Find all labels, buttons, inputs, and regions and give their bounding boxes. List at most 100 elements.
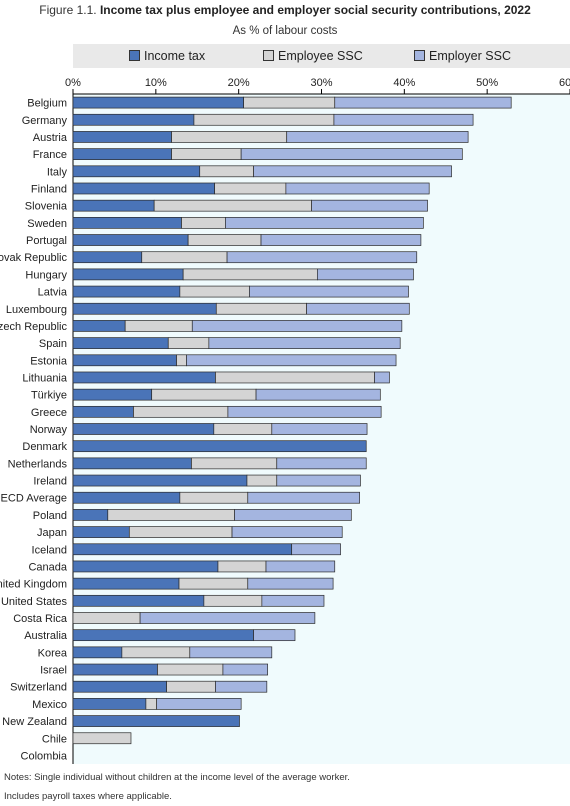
bar-employer-ssc — [208, 337, 401, 349]
y-category-label: Sweden — [27, 218, 67, 230]
y-category-label: Netherlands — [8, 458, 68, 470]
y-category-label: Hungary — [25, 269, 67, 281]
bar-income-tax — [72, 199, 155, 212]
bar-employer-ssc — [247, 577, 334, 590]
bar-employer-ssc — [334, 96, 512, 109]
y-category-label: Mexico — [32, 699, 67, 711]
bar-employee-ssc — [133, 405, 229, 418]
y-category-label: United Kingdom — [0, 579, 67, 591]
bar-income-tax — [72, 663, 158, 676]
y-category-label: Australia — [24, 630, 68, 642]
legend-item-income-tax: Income tax — [129, 49, 205, 63]
bar-income-tax — [72, 509, 109, 521]
bar-income-tax — [72, 646, 123, 659]
bar-employee-ssc — [193, 113, 335, 126]
bar-employer-ssc — [265, 560, 336, 573]
bar-employee-ssc — [243, 96, 336, 109]
y-category-label: Latvia — [38, 287, 68, 299]
y-category-label: France — [33, 149, 67, 161]
x-tick-label: 10% — [145, 77, 167, 89]
bar-employee-ssc — [167, 337, 210, 349]
bar-employee-ssc — [179, 285, 250, 298]
bar-employee-ssc — [176, 354, 187, 367]
x-tick-label: 0% — [65, 77, 81, 89]
bar-employer-ssc — [249, 285, 409, 298]
bar-income-tax — [72, 131, 172, 143]
bar-income-tax — [72, 320, 126, 332]
y-category-label: Slovenia — [25, 201, 68, 213]
bar-income-tax — [72, 698, 147, 710]
y-category-label: Türkiye — [31, 390, 67, 402]
bar-employee-ssc — [215, 371, 375, 384]
bar-employee-ssc — [191, 457, 278, 470]
bar-employer-ssc — [226, 251, 418, 264]
y-category-label: Korea — [38, 647, 68, 659]
bar-employee-ssc — [157, 663, 224, 676]
bar-employer-ssc — [231, 526, 343, 538]
y-category-label: Colombia — [21, 750, 68, 762]
bar-employer-ssc — [253, 629, 296, 642]
bar-employee-ssc — [178, 577, 249, 590]
bar-income-tax — [72, 474, 248, 487]
bar-employer-ssc — [306, 302, 410, 315]
y-category-label: United States — [1, 596, 68, 608]
bar-employee-ssc — [145, 698, 158, 710]
bar-employer-ssc — [189, 646, 273, 659]
legend-label-employer-ssc: Employer SSC — [429, 49, 511, 63]
chart-legend: Income tax Employee SSC Employer SSC — [73, 44, 570, 68]
bar-employer-ssc — [333, 113, 474, 126]
y-category-label: Norway — [30, 424, 68, 436]
x-tick-label: 30% — [310, 77, 332, 89]
bar-employer-ssc — [186, 354, 397, 367]
y-category-label: OECD Average — [0, 493, 67, 505]
bar-employer-ssc — [139, 612, 316, 624]
x-tick-label: 50% — [476, 77, 498, 89]
y-category-label: Israel — [40, 665, 67, 677]
y-category-label: Italy — [47, 166, 68, 178]
bar-income-tax — [72, 148, 172, 160]
bar-employer-ssc — [215, 680, 268, 693]
y-category-label: Luxembourg — [6, 304, 67, 316]
legend-item-employee-ssc: Employee SSC — [263, 49, 363, 63]
bar-employee-ssc — [151, 388, 257, 401]
chart-notes: Notes: Single individual without childre… — [4, 768, 350, 806]
legend-label-income-tax: Income tax — [144, 49, 206, 63]
bar-employee-ssc — [141, 251, 228, 264]
y-category-label: Denmark — [22, 441, 67, 453]
bar-employer-ssc — [311, 199, 428, 212]
bar-employer-ssc — [234, 509, 352, 521]
bar-employee-ssc — [199, 165, 254, 178]
bar-employee-ssc — [107, 509, 235, 521]
bar-employee-ssc — [128, 526, 233, 538]
bar-income-tax — [72, 251, 143, 264]
bar-income-tax — [72, 715, 240, 727]
bar-income-tax — [72, 285, 181, 298]
y-category-label: Slovak Republic — [0, 252, 67, 264]
y-category-label: Germany — [22, 115, 68, 127]
x-tick-label: 20% — [228, 77, 250, 89]
bar-employer-ssc — [156, 698, 242, 710]
y-category-label: Estonia — [30, 355, 68, 367]
y-category-label: Czech Republic — [0, 321, 67, 333]
bar-employer-ssc — [276, 457, 367, 470]
y-category-label: Spain — [39, 338, 67, 350]
bar-income-tax — [72, 560, 219, 573]
bar-employee-ssc — [187, 234, 262, 246]
y-category-label: Ireland — [33, 476, 67, 488]
y-category-label: Costa Rica — [13, 613, 68, 625]
bar-employee-ssc — [171, 131, 288, 143]
bar-employer-ssc — [191, 320, 403, 332]
bar-employer-ssc — [374, 371, 390, 384]
bar-employer-ssc — [271, 423, 368, 435]
y-category-label: Switzerland — [10, 682, 67, 694]
bar-income-tax — [72, 337, 169, 349]
legend-swatch-income-tax — [129, 50, 140, 61]
bar-employee-ssc — [182, 268, 318, 281]
bar-employee-ssc — [213, 423, 273, 435]
bar-employer-ssc — [260, 234, 422, 246]
bar-income-tax — [72, 577, 180, 590]
bar-income-tax — [72, 594, 205, 607]
bar-employee-ssc — [181, 217, 226, 229]
bar-employee-ssc — [203, 594, 263, 607]
bar-income-tax — [72, 371, 216, 384]
